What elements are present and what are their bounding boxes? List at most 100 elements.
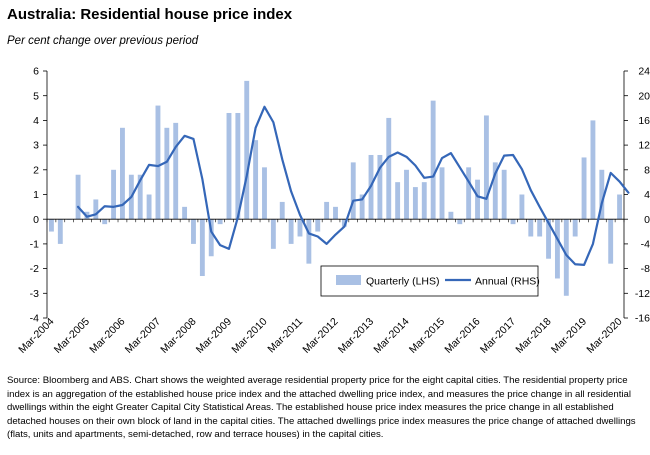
left-tick-label: -2 (30, 263, 39, 275)
source-note: Source: Bloomberg and ABS. Chart shows t… (7, 375, 636, 441)
quarterly-bar (288, 219, 294, 244)
quarterly-bar (350, 162, 356, 220)
quarterly-bar (519, 194, 525, 220)
left-tick-label: 5 (33, 90, 39, 102)
quarterly-bar (75, 174, 81, 220)
quarterly-bar (120, 127, 125, 220)
chart-subtitle: Per cent change over previous period (7, 35, 199, 47)
x-tick-label: Mar-2012 (300, 316, 340, 356)
x-tick-label: Mar-2006 (87, 316, 127, 356)
right-tick-label: 12 (638, 140, 650, 152)
quarterly-bar (253, 140, 259, 220)
quarterly-bar (563, 219, 569, 296)
quarterly-bar (581, 157, 587, 220)
quarterly-bar (137, 174, 143, 220)
quarterly-bar (262, 167, 267, 220)
quarterly-bar (333, 206, 338, 220)
annual-line (76, 105, 630, 266)
x-tick-label: Mar-2018 (513, 316, 553, 356)
quarterly-bar (386, 117, 392, 220)
right-tick-label: 24 (638, 66, 650, 78)
right-tick-label: -8 (641, 263, 650, 275)
quarterly-bar (315, 219, 321, 232)
x-tick-label: Mar-2016 (442, 316, 482, 356)
chart-canvas: -4-3-2-10123456-16-12-8-404812162024Mar-… (16, 66, 650, 356)
right-tick-label: -16 (635, 313, 650, 325)
legend-label-annual: Annual (RHS) (475, 276, 540, 288)
quarterly-bars (49, 80, 622, 296)
right-tick-label: 4 (644, 189, 650, 201)
quarterly-bar (590, 120, 596, 220)
quarterly-bar (483, 115, 489, 220)
quarterly-bar (164, 127, 170, 220)
quarterly-bar (102, 219, 108, 225)
quarterly-bar (528, 219, 534, 237)
quarterly-bar (439, 167, 445, 220)
right-tick-label: -12 (635, 288, 650, 300)
quarterly-bar (235, 112, 241, 220)
quarterly-bar (537, 219, 543, 237)
quarterly-bar (306, 219, 312, 264)
x-tick-label: Mar-2011 (265, 316, 305, 356)
quarterly-bar (111, 169, 117, 220)
quarterly-bar (191, 219, 196, 244)
quarterly-bar (448, 211, 454, 220)
quarterly-bar (501, 169, 507, 220)
quarterly-bar (359, 194, 365, 220)
x-tick-label: Mar-2014 (371, 316, 411, 356)
quarterly-bar (270, 219, 276, 249)
left-tick-label: 3 (33, 140, 39, 152)
annual-series-line (76, 105, 630, 266)
x-tick-label: Mar-2008 (158, 316, 198, 356)
quarterly-bar (430, 100, 436, 220)
left-tick-label: 0 (33, 214, 39, 226)
quarterly-bar (457, 219, 463, 225)
quarterly-bar (297, 219, 303, 237)
quarterly-bar (49, 219, 54, 232)
quarterly-bar (466, 167, 472, 220)
legend-swatch-quarterly (336, 275, 361, 285)
quarterly-bar (199, 219, 205, 277)
quarterly-bar (599, 169, 605, 220)
legend-label-quarterly: Quarterly (LHS) (366, 276, 440, 288)
left-tick-label: 4 (33, 115, 39, 127)
quarterly-bar (57, 219, 63, 244)
right-tick-label: 8 (644, 164, 650, 176)
quarterly-bar (608, 219, 614, 264)
quarterly-bar (146, 194, 152, 220)
quarterly-bar (182, 206, 188, 220)
x-tick-label: Mar-2013 (336, 316, 376, 356)
quarterly-bar (173, 122, 179, 220)
quarterly-bar (377, 154, 383, 220)
quarterly-bar (492, 162, 498, 220)
quarterly-bar (93, 199, 99, 220)
left-tick-label: -1 (30, 239, 39, 251)
left-tick-label: 2 (33, 164, 39, 176)
x-tick-label: Mar-2010 (229, 316, 269, 356)
x-tick-label: Mar-2007 (123, 316, 163, 356)
quarterly-bar (475, 179, 480, 220)
x-tick-label: Mar-2009 (194, 316, 234, 356)
quarterly-bar (412, 187, 418, 220)
legend: Quarterly (LHS) Annual (RHS) (320, 265, 540, 297)
right-tick-label: 20 (638, 90, 650, 102)
x-tick-label: Mar-2015 (407, 316, 447, 356)
left-tick-label: 6 (33, 66, 39, 78)
left-tick-label: -4 (30, 313, 39, 325)
x-tick-label: Mar-2005 (52, 316, 92, 356)
right-tick-label: 0 (644, 214, 650, 226)
quarterly-bar (217, 219, 223, 225)
quarterly-bar (404, 169, 409, 220)
x-tick-label: Mar-2017 (478, 316, 518, 356)
x-tick-label: Mar-2020 (584, 316, 624, 356)
quarterly-bar (155, 105, 161, 220)
quarterly-bar (572, 219, 578, 237)
right-tick-label: -4 (641, 239, 650, 251)
quarterly-bar (341, 219, 347, 227)
quarterly-bar (617, 194, 622, 220)
quarterly-bar (395, 182, 401, 220)
quarterly-bar (244, 80, 250, 220)
quarterly-bar (208, 219, 214, 257)
quarterly-bar (279, 201, 285, 220)
x-tick-label: Mar-2019 (549, 316, 589, 356)
